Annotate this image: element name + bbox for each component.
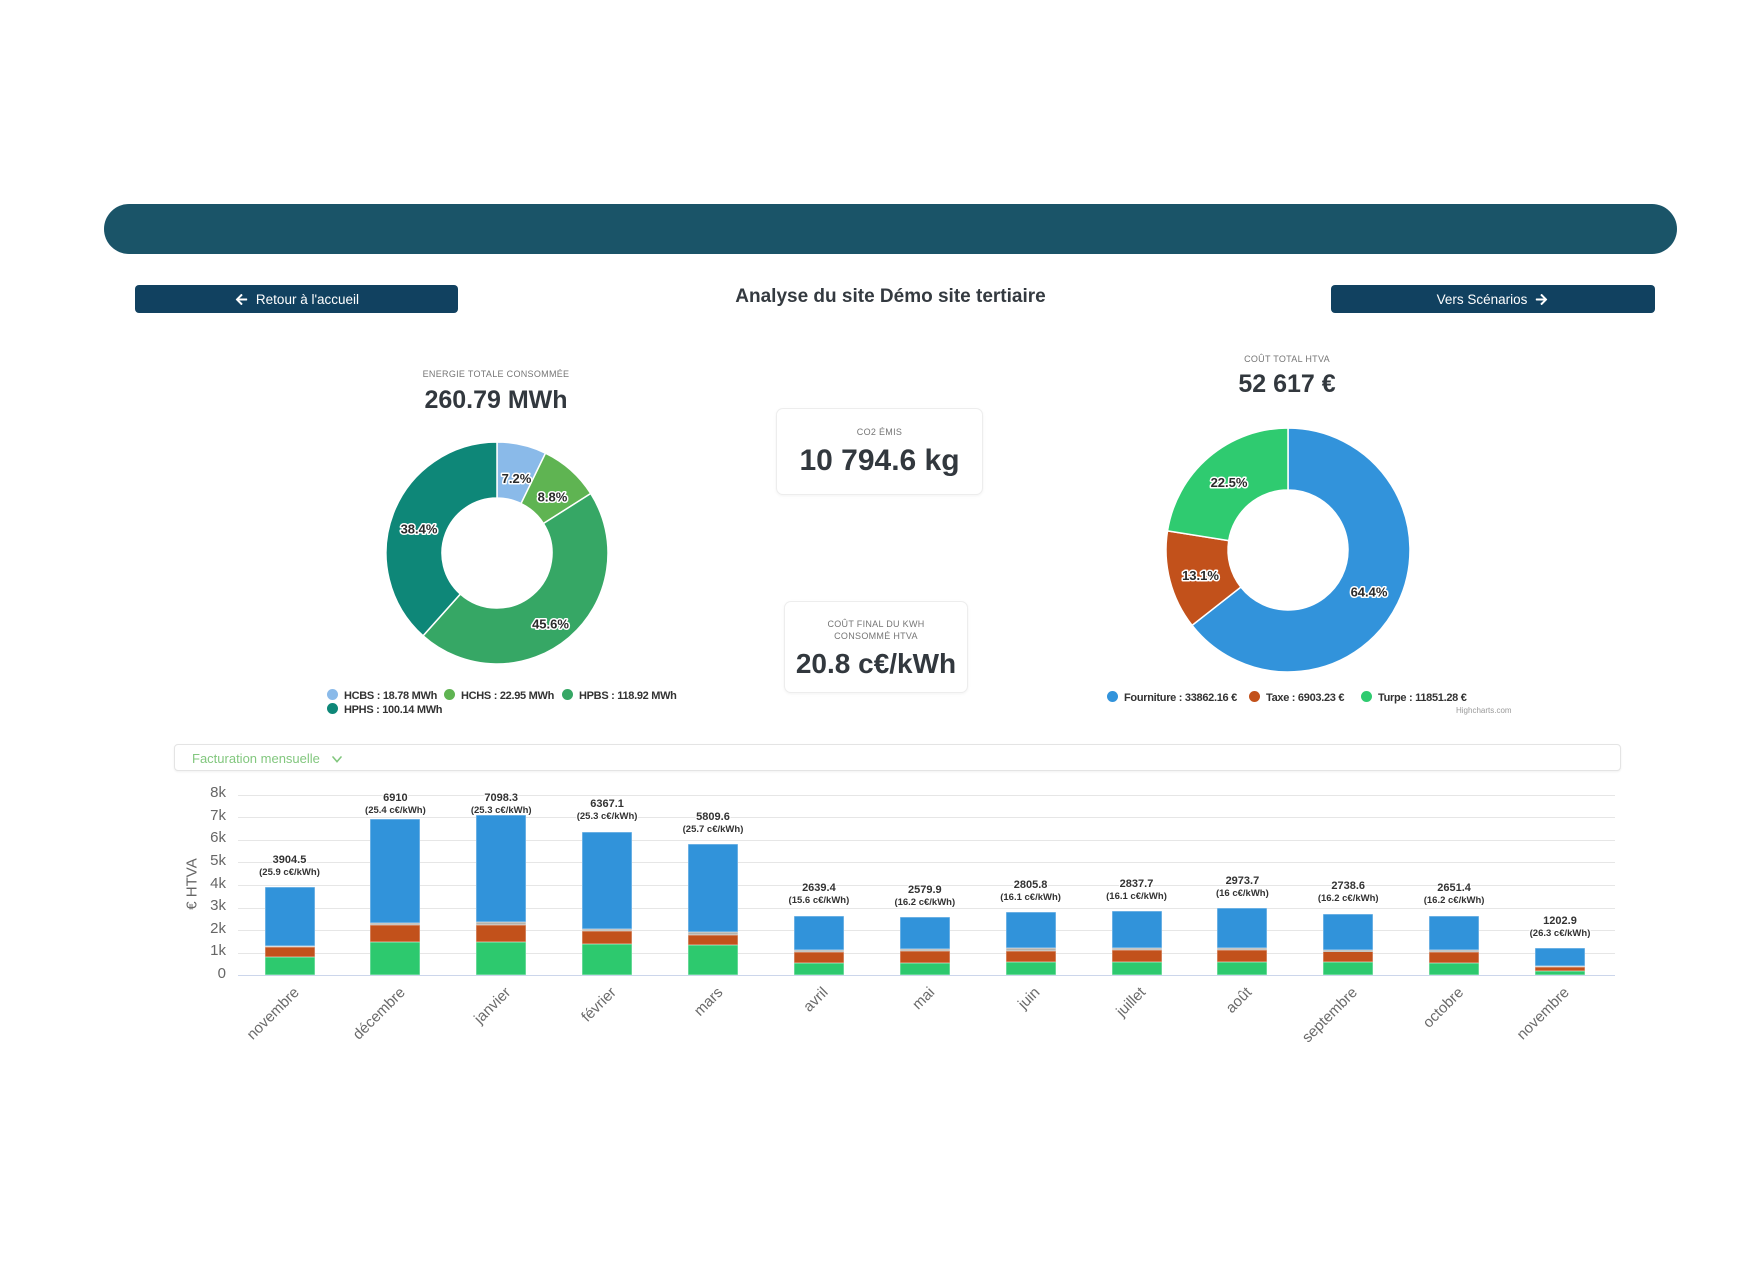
svg-text:13.1%: 13.1% bbox=[1182, 568, 1219, 583]
svg-text:7.2%: 7.2% bbox=[501, 471, 531, 486]
svg-text:22.5%: 22.5% bbox=[1210, 475, 1247, 490]
svg-text:38.4%: 38.4% bbox=[400, 522, 437, 537]
svg-text:45.6%: 45.6% bbox=[532, 617, 569, 632]
svg-text:8.8%: 8.8% bbox=[537, 490, 567, 505]
svg-text:64.4%: 64.4% bbox=[1350, 585, 1387, 600]
